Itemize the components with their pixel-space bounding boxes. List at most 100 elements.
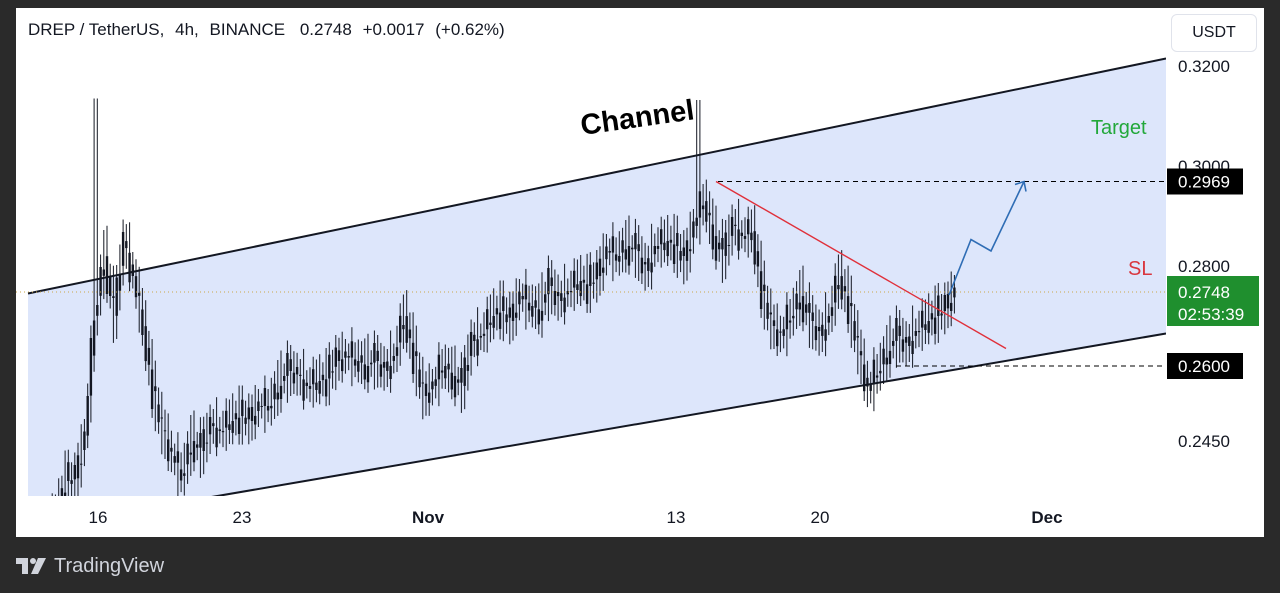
candle-body [682,247,685,256]
candle-body [569,291,573,293]
tradingview-logo[interactable]: TradingView [16,553,164,579]
candle-body [843,286,847,292]
candle-body [457,379,460,383]
candle-body [614,254,618,261]
candle-body [637,244,640,252]
channel-upper-line[interactable] [27,57,1167,295]
candles [18,98,956,537]
candle-body [76,455,80,479]
candle-body [134,276,138,298]
currency-button[interactable]: USDT [1171,14,1257,52]
candle-body [489,322,492,325]
candle-body [495,308,499,315]
candle-body [679,251,682,261]
last-price-badge[interactable]: 0.2748 02:53:39 [1167,276,1259,326]
candle-body [524,284,528,300]
candle-body [347,356,350,358]
candle-body [940,313,943,316]
candle-body [782,329,785,336]
candle-body [421,382,424,384]
candle-body [276,392,279,400]
title-sep: , [159,20,165,39]
candle-body [418,369,421,388]
price-change: +0.0017 [362,20,425,39]
interval[interactable]: 4h [175,20,195,39]
candle-body [270,405,273,409]
candle-body [669,239,673,243]
candle-body [808,303,811,313]
candle-body [914,331,917,336]
candle-body [431,381,434,390]
candle-body [856,336,859,338]
candle-body [656,246,660,249]
candle-body [453,376,457,398]
candle-body [602,267,605,273]
candle-body [689,249,692,252]
candle-body [582,279,586,283]
sl-price-badge[interactable]: 0.2600 [1167,353,1243,379]
candle-body [518,291,521,305]
candle-body [624,249,627,260]
candle-body [834,275,837,303]
candle-body [434,379,437,386]
candle-body [953,287,956,298]
candle-body [105,256,109,294]
candle-body [653,246,656,255]
candle-body [589,264,592,286]
symbol-name[interactable]: DREP / TetherUS [28,20,160,39]
candle-body [563,297,566,313]
candle-body [866,377,869,387]
candle-body [163,430,167,432]
price-axis-bg [1166,8,1264,496]
candle-body [289,359,292,371]
candle-body [502,296,505,311]
candle-body [186,443,189,465]
candle-body [943,295,946,311]
candle-body [115,277,118,316]
candle-body [840,276,843,300]
candle-body [863,364,866,392]
candle-body [250,407,254,421]
candle-body [666,241,669,257]
candle-body [908,336,911,346]
candle-body [911,340,914,354]
candle-body [476,339,479,356]
candle-body [579,281,582,297]
target-price-badge[interactable]: 0.2969 [1167,168,1243,195]
candle-body [447,363,450,370]
candle-body [189,452,192,455]
candle-body [176,451,180,463]
candle-body [389,365,392,379]
channel-label: Channel [579,94,697,142]
candle-body [299,374,302,376]
candle-body [740,232,743,236]
candle-body [305,382,308,386]
candle-body [743,236,747,239]
candle-body [402,325,405,330]
candle-body [750,232,753,241]
candle-body [225,410,228,428]
candle-body [795,293,798,310]
candle-body [605,246,608,260]
candle-body [553,291,557,305]
downtrend-line[interactable] [715,180,1007,350]
candle-body [353,359,357,366]
projection-path[interactable] [948,181,1025,296]
candle-body [328,354,331,379]
candle-body [392,356,395,361]
candle-body [498,312,502,329]
candle-body [450,372,453,390]
candle-body [138,292,141,296]
target-price-badge-text: 0.2969 [1178,173,1230,192]
candle-body [618,256,621,262]
candle-body [611,236,615,253]
candle-body [405,316,408,343]
candle-body [933,317,937,334]
candle-body [859,351,863,356]
candle-body [850,303,853,307]
candle-body [747,219,750,235]
candle-body [692,221,695,238]
candle-body [424,383,428,396]
candle-body [837,285,840,290]
